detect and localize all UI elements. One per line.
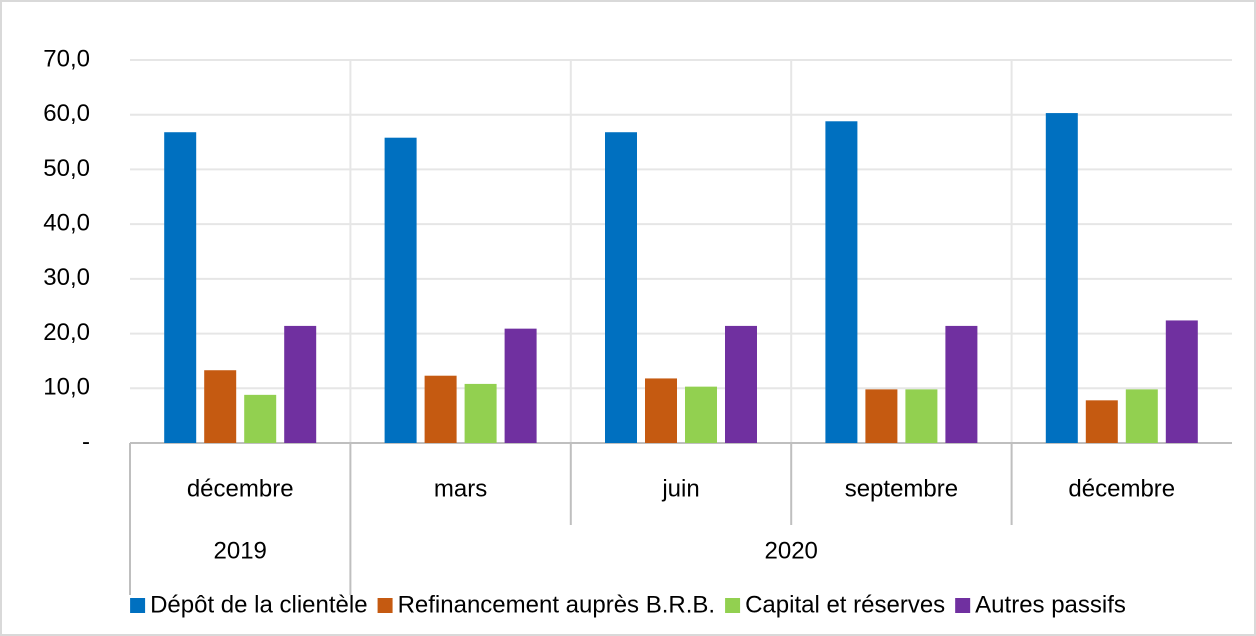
bar bbox=[905, 389, 938, 443]
bar bbox=[464, 383, 497, 443]
x-tick-label: mars bbox=[434, 475, 487, 502]
legend-label: Refinancement auprès B.R.B. bbox=[398, 591, 716, 618]
bar bbox=[1125, 389, 1158, 443]
bar bbox=[244, 394, 277, 443]
bar bbox=[685, 386, 717, 443]
legend-swatch bbox=[377, 598, 393, 613]
legend-swatch bbox=[725, 598, 741, 613]
legend-label: Capital et réserves bbox=[745, 591, 945, 618]
legend-label: Autres passifs bbox=[975, 591, 1126, 618]
bar bbox=[605, 132, 637, 444]
legend-swatch bbox=[130, 598, 146, 613]
bar bbox=[384, 137, 417, 444]
y-tick-label: 40,0 bbox=[43, 209, 90, 236]
y-tick-label: 50,0 bbox=[43, 155, 90, 182]
x-tick-label: juin bbox=[661, 475, 699, 502]
bar bbox=[1085, 400, 1118, 443]
x-tick-label: décembre bbox=[1068, 475, 1175, 502]
bar bbox=[424, 375, 457, 443]
bar bbox=[645, 378, 677, 443]
bar bbox=[164, 132, 197, 444]
legend-swatch bbox=[955, 598, 971, 613]
bar bbox=[825, 121, 858, 443]
bar bbox=[504, 328, 537, 443]
x-tick-label: septembre bbox=[845, 475, 958, 502]
y-tick-label: - bbox=[82, 428, 90, 455]
bar bbox=[865, 389, 898, 443]
x-group-label: 2019 bbox=[214, 537, 267, 564]
bar bbox=[284, 325, 317, 443]
y-tick-label: 30,0 bbox=[43, 264, 90, 291]
y-tick-label: 20,0 bbox=[43, 319, 90, 346]
bar bbox=[1045, 113, 1078, 443]
x-tick-label: décembre bbox=[187, 475, 294, 502]
legend-label: Dépôt de la clientèle bbox=[150, 591, 367, 618]
bar bbox=[945, 325, 978, 443]
y-tick-label: 10,0 bbox=[43, 374, 90, 401]
bar bbox=[1165, 320, 1198, 443]
y-tick-label: 60,0 bbox=[43, 100, 90, 127]
x-group-label: 2020 bbox=[765, 537, 818, 564]
bar bbox=[725, 325, 757, 443]
y-tick-label: 70,0 bbox=[43, 45, 90, 72]
bar bbox=[204, 370, 237, 443]
